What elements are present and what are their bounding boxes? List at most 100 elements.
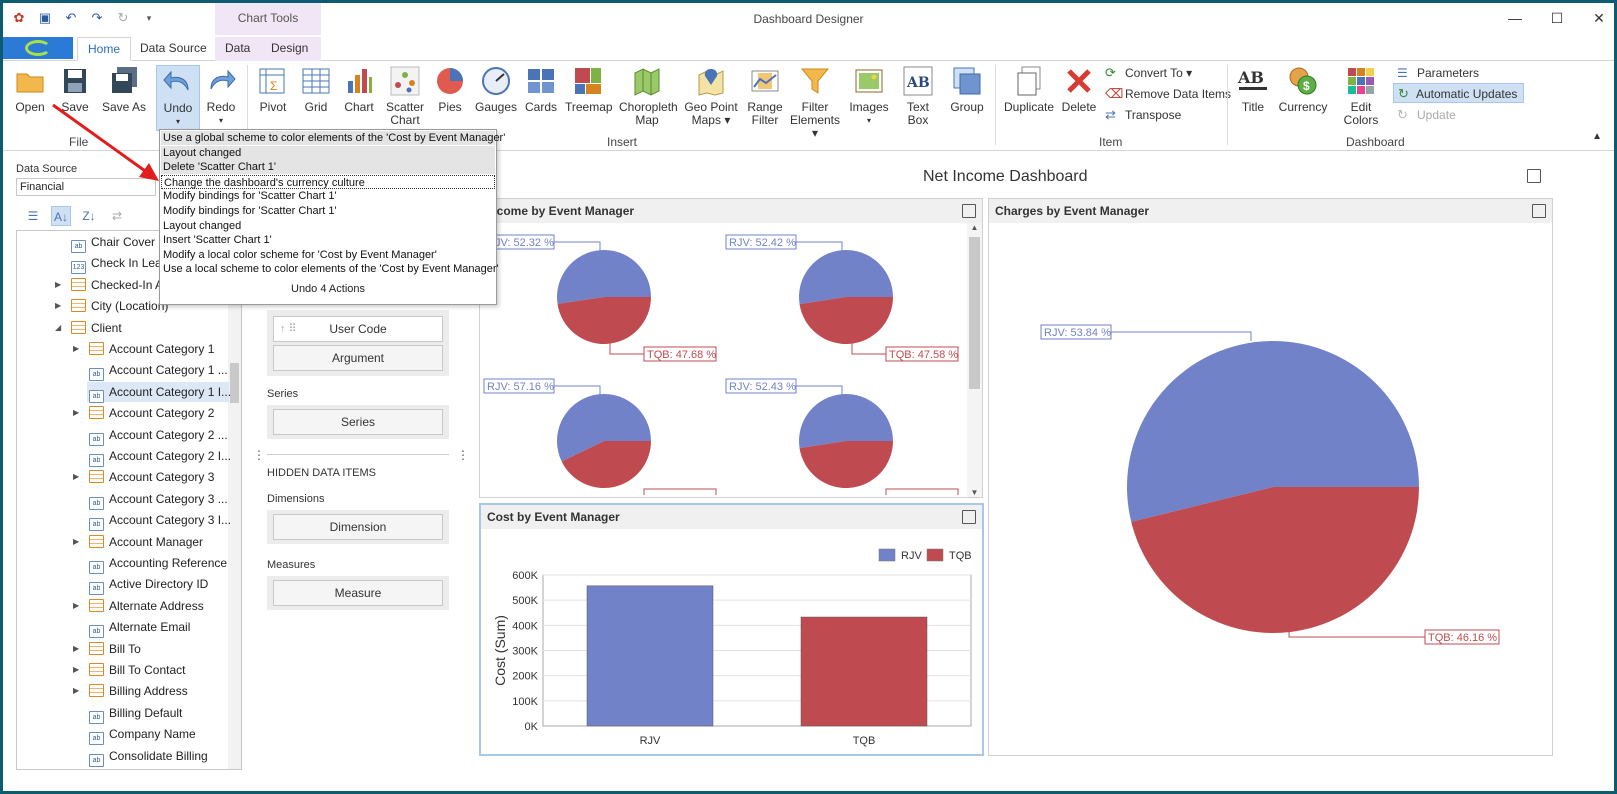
gauges-button[interactable]: Gauges — [475, 65, 517, 114]
expand-toggle-icon[interactable]: ▶ — [73, 686, 80, 696]
expand-toggle-icon[interactable]: ▶ — [73, 472, 80, 482]
expand-toggle-icon[interactable]: ▶ — [55, 301, 62, 311]
tree-item[interactable]: ▶ Account Category 1 — [73, 339, 214, 359]
tree-item[interactable]: ▶ Bill To — [73, 639, 141, 659]
income-pie-4-slice-rjv[interactable] — [799, 393, 893, 449]
tree-item[interactable]: ab Alternate Email — [89, 617, 190, 639]
transpose-button[interactable]: ⇄ Transpose — [1105, 105, 1181, 125]
income-export-icon[interactable] — [962, 204, 976, 218]
expand-toggle-icon[interactable]: ▶ — [73, 665, 80, 674]
collapse-ribbon-icon[interactable]: ▲ — [1592, 131, 1602, 142]
income-scroll-thumb[interactable] — [969, 237, 980, 389]
tree-item[interactable]: ab Account Category 2 ... — [89, 425, 228, 446]
save-as-button[interactable]: Save As — [101, 65, 147, 114]
file-tab[interactable] — [3, 37, 73, 59]
tree-item[interactable]: ▶ Account Category 3 — [73, 467, 214, 487]
automatic-updates-toggle[interactable]: ↻ Automatic Updates — [1393, 83, 1525, 103]
tree-item[interactable]: ab Chair Cover C — [71, 232, 167, 253]
update-icon[interactable]: ↻ — [117, 10, 129, 25]
tab-data-source[interactable]: Data Source — [140, 41, 207, 55]
tree-item[interactable]: ab Consolidate Billing — [89, 746, 208, 767]
refresh-fields-icon[interactable]: ⇄ — [111, 209, 123, 223]
cost-export-icon[interactable] — [962, 510, 976, 524]
edit-colors-button[interactable]: Edit Colors — [1333, 65, 1389, 127]
currency-button[interactable]: $ Currency — [1277, 65, 1329, 114]
title-button[interactable]: AB Title — [1233, 65, 1273, 114]
measure-drop-zone[interactable]: Measure — [273, 580, 443, 606]
dimension-drop-zone[interactable]: Dimension — [273, 514, 443, 540]
income-pie-2-slice-rjv[interactable] — [799, 249, 893, 305]
tree-item[interactable]: ab Account Category 2 I... — [89, 446, 231, 467]
field-tree[interactable]: ab Chair Cover C 123 Check In Lead ▶ Checked-… — [16, 230, 242, 770]
income-pie-3-slice-rjv[interactable] — [557, 394, 651, 462]
dashboard-title[interactable]: Net Income Dashboard — [923, 168, 1088, 185]
app-icon[interactable]: ✿ — [13, 10, 25, 25]
range-filter-button[interactable]: Range Filter — [743, 65, 787, 127]
income-pie-1-slice-rjv[interactable] — [557, 249, 651, 304]
expand-toggle-icon[interactable]: ▶ — [73, 344, 80, 353]
income-pie-2-slice-tqb[interactable] — [799, 297, 893, 344]
tree-item[interactable]: ▶ Account Category 2 — [73, 403, 214, 423]
convert-to-button[interactable]: ⟳ Convert To ▾ — [1105, 65, 1193, 80]
tree-item[interactable]: ▶ Checked-In A — [55, 275, 163, 295]
expand-toggle-icon[interactable]: ▶ — [73, 408, 80, 418]
close-icon[interactable]: ✕ — [1593, 10, 1605, 26]
undo-history-item[interactable]: Use a local scheme to color elements of … — [163, 263, 499, 276]
bar-tqb[interactable] — [800, 616, 928, 727]
data-source-select[interactable]: Financial — [16, 178, 156, 196]
charges-export-icon[interactable] — [1532, 204, 1546, 218]
tab-data[interactable]: Data — [225, 41, 251, 55]
cards-button[interactable]: Cards — [523, 65, 559, 114]
scroll-down-icon[interactable]: ▼ — [970, 488, 979, 497]
bar-rjv[interactable] — [586, 585, 714, 727]
tab-design[interactable]: Design — [271, 41, 309, 55]
splitter-handle-right[interactable]: ⋮ — [457, 448, 469, 462]
tree-item[interactable]: ▶ Bill To Contact — [73, 660, 185, 680]
images-dropdown-icon[interactable]: ▾ — [866, 116, 871, 125]
drag-handle-icon[interactable]: ↑ ⠿ — [280, 323, 297, 335]
sort-az-icon[interactable]: A↓ — [51, 206, 71, 226]
undo-dropdown-icon[interactable]: ▾ — [175, 117, 180, 126]
income-scrollbar[interactable]: ▲ ▼ — [967, 223, 982, 497]
filter-elements-button[interactable]: Filter Elements ▾ — [787, 65, 843, 140]
tree-item[interactable]: ab Accounting Reference — [89, 553, 227, 574]
pivot-button[interactable]: Σ Pivot — [255, 65, 291, 114]
save-button[interactable]: Save — [55, 65, 95, 114]
remove-data-items-button[interactable]: ⌫ Remove Data Items — [1105, 84, 1231, 104]
argument-drop-zone[interactable]: Argument — [273, 345, 443, 371]
undo-history-item[interactable]: Delete 'Scatter Chart 1' — [161, 160, 495, 175]
scatter-chart-button[interactable]: Scatter Chart — [383, 65, 427, 127]
delete-button[interactable]: Delete — [1059, 65, 1099, 114]
minimize-icon[interactable]: — — [1508, 10, 1522, 26]
expand-toggle-icon[interactable]: ▶ — [73, 600, 80, 610]
tree-item[interactable]: ▶ Alternate Address — [73, 596, 204, 616]
splitter-handle-left[interactable]: ⋮ — [253, 448, 265, 462]
tree-item[interactable]: ◢ Client — [55, 318, 122, 338]
tree-scrollbar[interactable] — [228, 231, 241, 769]
undo-history-item[interactable]: Layout changed — [163, 219, 242, 232]
undo-history-item[interactable]: Modify bindings for 'Scatter Chart 1' — [163, 190, 337, 203]
grid-button[interactable]: Grid — [299, 65, 333, 114]
geo-point-maps-button[interactable]: Geo Point Maps ▾ — [683, 65, 739, 127]
expand-toggle-icon[interactable]: ▶ — [73, 643, 80, 653]
undo-history-item[interactable]: Insert 'Scatter Chart 1' — [163, 234, 272, 247]
open-button[interactable]: Open — [11, 65, 49, 114]
charges-panel[interactable]: Charges by Event Manager RJV: 53.84 % TQB… — [988, 198, 1553, 756]
tree-item[interactable]: 123 Check In Lead — [71, 253, 168, 275]
tree-scroll-thumb[interactable] — [230, 363, 239, 403]
duplicate-button[interactable]: Duplicate — [1003, 65, 1055, 114]
undo-icon[interactable]: ↶ — [65, 10, 77, 25]
choropleth-map-button[interactable]: Choropleth Map — [619, 65, 678, 127]
save-icon[interactable]: ▣ — [38, 10, 52, 25]
dashboard-export-icon[interactable] — [1527, 169, 1541, 183]
undo-history-item[interactable]: Modify a local color scheme for 'Cost by… — [163, 248, 437, 261]
redo-button[interactable]: Redo ▾ — [202, 65, 240, 127]
charges-pie-slice-tqb[interactable] — [1131, 487, 1419, 633]
tree-item[interactable]: ▶ Account Manager — [73, 532, 203, 552]
group-fields-icon[interactable]: ☰ — [27, 209, 39, 223]
chart-button[interactable]: Chart — [341, 65, 377, 114]
scroll-up-icon[interactable]: ▲ — [970, 223, 979, 232]
maximize-icon[interactable]: ☐ — [1550, 10, 1564, 26]
redo-dropdown-icon[interactable]: ▾ — [218, 116, 223, 125]
income-pie-1-slice-tqb[interactable] — [557, 297, 651, 344]
